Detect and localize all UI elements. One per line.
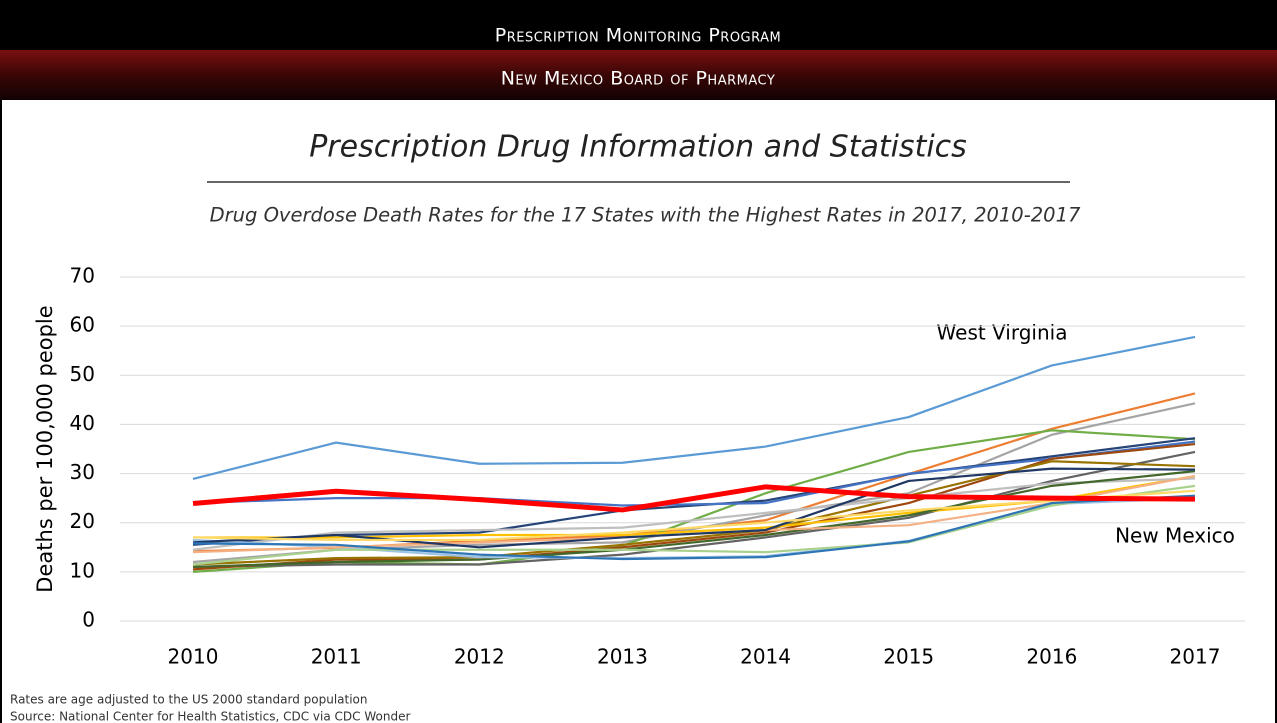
- y-axis-label: Deaths per 100,000 people: [33, 305, 57, 592]
- y-tick-label: 40: [70, 411, 95, 435]
- chart-subtitle: Drug Overdose Death Rates for the 17 Sta…: [210, 204, 1081, 227]
- x-tick-label: 2013: [597, 645, 648, 669]
- y-tick-label: 70: [70, 264, 95, 288]
- series-line: [192, 484, 1196, 513]
- y-tick-label: 30: [70, 460, 95, 484]
- x-tick-label: 2017: [1170, 645, 1221, 669]
- header-band: [0, 0, 1277, 50]
- x-tick-label: 2010: [168, 645, 219, 669]
- board-title: New Mexico Board of Pharmacy: [501, 68, 776, 90]
- subheader-band: [0, 50, 1277, 100]
- series-line: [192, 460, 1196, 566]
- series-line: [192, 494, 1196, 561]
- chart-title: Prescription Drug Information and Statis…: [309, 130, 967, 165]
- footer-note: Rates are age adjusted to the US 2000 st…: [10, 693, 368, 707]
- plot: 0 10 20 30 40 50 60 70 2010 2011 2012 2013 2014 2015 2…: [70, 264, 1245, 669]
- y-tick-label: 20: [70, 509, 95, 533]
- series-line: [192, 470, 1196, 569]
- y-tick-label: 60: [70, 313, 95, 337]
- series-line: [192, 440, 1196, 507]
- series-line: [192, 437, 1196, 546]
- series-line: [192, 489, 1196, 542]
- y-tick-label: 50: [70, 362, 95, 386]
- x-tick-label: 2016: [1026, 645, 1077, 669]
- annotation: West Virginia: [937, 321, 1068, 345]
- series-line: [192, 484, 1196, 566]
- y-tick-label: 10: [70, 558, 95, 582]
- x-tick-label: 2012: [454, 645, 505, 669]
- footer-source: Source: National Center for Health Stati…: [10, 710, 410, 723]
- x-tick-label: 2011: [311, 645, 362, 669]
- y-tick-label: 0: [82, 608, 95, 632]
- x-tick-label: 2014: [740, 645, 791, 669]
- series-line: [192, 467, 1196, 549]
- program-title: Prescription Monitoring Program: [495, 25, 781, 47]
- x-tick-label: 2015: [883, 645, 934, 669]
- series-line: [192, 477, 1196, 551]
- annotation: New Mexico: [1115, 524, 1235, 548]
- series-line: [192, 335, 1196, 481]
- series-line: [192, 450, 1196, 569]
